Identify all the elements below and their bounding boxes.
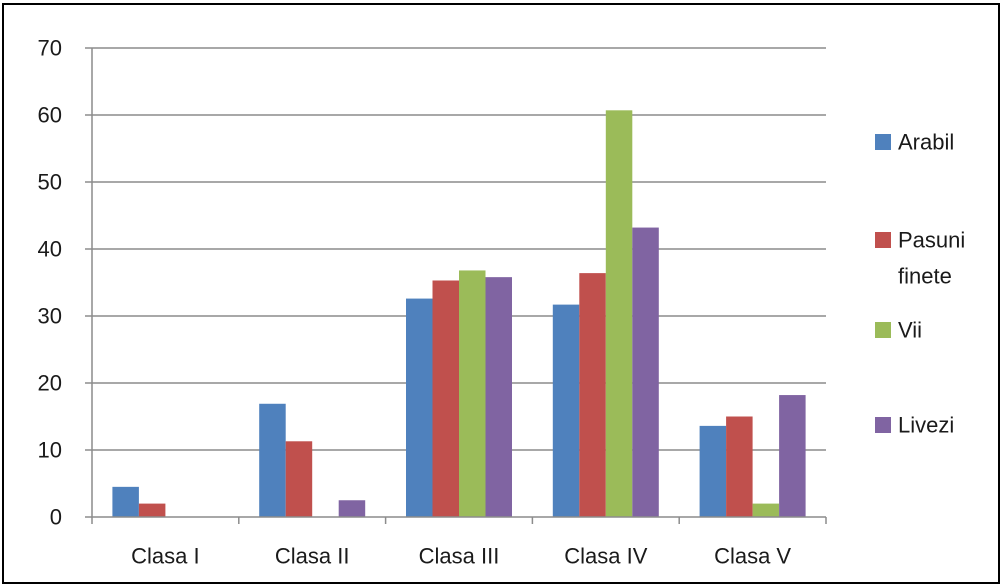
y-tick-label: 0 [50,505,62,530]
y-tick-label: 50 [38,170,62,195]
legend: Arabil Pasuni finete Vii Livezi [875,130,965,438]
y-tick-label: 20 [38,371,62,396]
bar-vii-4 [752,503,780,517]
legend-swatch [875,134,891,150]
bar-arabil-1 [259,403,286,517]
bar-pasuni-finete-0 [138,503,166,517]
bar-livezi-1 [338,500,366,517]
x-tick-label: Clasa V [714,544,791,569]
y-tick-label: 70 [38,36,62,61]
x-tick-label: Clasa III [419,544,500,569]
bar-arabil-4 [699,425,727,517]
legend-label: Arabil [898,130,954,155]
legend-swatch [875,322,891,338]
bar-arabil-3 [552,304,580,517]
bar-pasuni-finete-1 [285,441,313,517]
x-axis-ticks: Clasa I Clasa II Clasa III Clasa IV Clasa V [91,517,827,569]
x-tick-label: Clasa I [131,544,199,569]
bar-livezi-3 [632,227,659,517]
bar-arabil-2 [406,298,433,517]
y-tick-label: 60 [38,103,62,128]
y-tick-label: 10 [38,438,62,463]
bar-vii-2 [459,270,486,517]
bar-livezi-2 [485,277,512,517]
y-tick-label: 40 [38,237,62,262]
x-tick-label: Clasa II [275,544,350,569]
legend-label: Vii [898,318,922,343]
bar-vii-3 [605,110,633,517]
y-tick-label: 30 [38,304,62,329]
legend-swatch [875,417,891,433]
x-tick-label: Clasa IV [564,544,647,569]
legend-label: Pasuni [898,228,965,253]
bar-arabil-0 [112,486,139,517]
bar-livezi-4 [779,395,806,517]
legend-label: Livezi [898,413,954,438]
y-axis-ticks: 0 10 20 30 40 50 60 70 [38,36,92,530]
axes [91,48,826,518]
bar-pasuni-finete-2 [432,280,459,517]
bar-pasuni-finete-4 [726,416,753,517]
bar-pasuni-finete-3 [579,273,606,517]
legend-label: finete [898,264,952,289]
legend-swatch [875,232,891,248]
bars [112,110,806,517]
